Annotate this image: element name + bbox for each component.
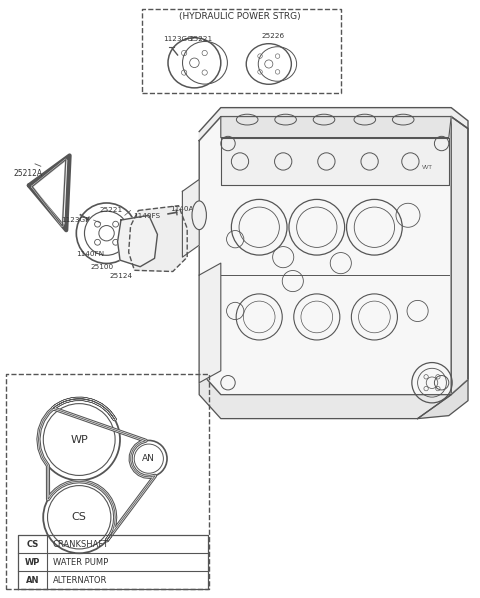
Polygon shape bbox=[418, 380, 468, 419]
Text: AN: AN bbox=[143, 454, 155, 463]
Text: CS: CS bbox=[72, 512, 86, 522]
Polygon shape bbox=[221, 117, 451, 138]
Text: WP: WP bbox=[71, 435, 88, 444]
Polygon shape bbox=[199, 117, 468, 395]
Text: WP: WP bbox=[25, 557, 40, 567]
Text: 1140AP: 1140AP bbox=[170, 206, 198, 212]
Text: 25100: 25100 bbox=[90, 264, 113, 270]
Text: ALTERNATOR: ALTERNATOR bbox=[53, 575, 107, 585]
Text: (HYDRAULIC POWER STRG): (HYDRAULIC POWER STRG) bbox=[179, 12, 301, 21]
Text: 25212A: 25212A bbox=[13, 169, 43, 178]
Text: 25226: 25226 bbox=[262, 33, 285, 39]
Polygon shape bbox=[129, 206, 187, 271]
Text: CRANKSHAFT: CRANKSHAFT bbox=[53, 539, 109, 549]
Polygon shape bbox=[182, 179, 199, 257]
Polygon shape bbox=[221, 138, 449, 185]
Text: 1123GF: 1123GF bbox=[61, 217, 90, 223]
Text: 1140FN: 1140FN bbox=[76, 251, 104, 257]
Text: 1123GG: 1123GG bbox=[163, 36, 193, 42]
Text: 25221: 25221 bbox=[190, 36, 213, 42]
Text: AN: AN bbox=[26, 575, 39, 585]
Text: VVT: VVT bbox=[422, 165, 432, 170]
Text: 1140FS: 1140FS bbox=[133, 213, 161, 219]
Text: CS: CS bbox=[26, 539, 39, 549]
Text: 25221: 25221 bbox=[99, 208, 122, 213]
Polygon shape bbox=[199, 263, 221, 383]
Text: WATER PUMP: WATER PUMP bbox=[53, 557, 108, 567]
Polygon shape bbox=[199, 371, 451, 419]
Polygon shape bbox=[118, 215, 157, 267]
Polygon shape bbox=[199, 108, 468, 141]
Ellipse shape bbox=[192, 201, 206, 230]
Polygon shape bbox=[451, 117, 468, 395]
Text: 25124: 25124 bbox=[109, 273, 132, 279]
